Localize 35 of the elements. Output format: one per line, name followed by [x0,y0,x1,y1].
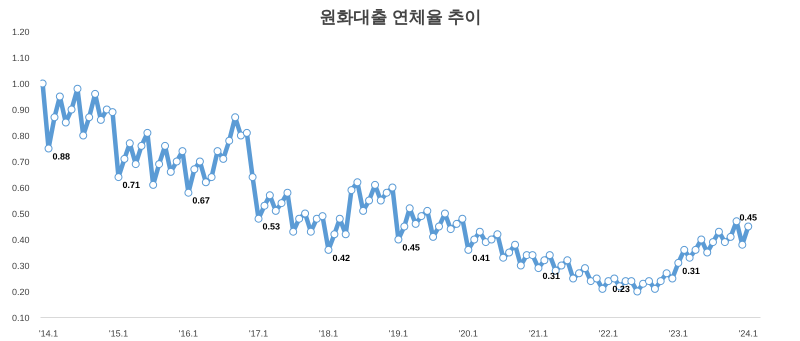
x-tick-label: '21.1 [528,328,548,338]
x-tick-label: '17.1 [248,328,268,338]
x-tick-label: '22.1 [598,328,618,338]
x-tick-label: '15.1 [108,328,128,338]
chart-title: 원화대출 연체율 추이 [319,8,482,26]
y-tick-label: 0.40 [12,235,30,245]
x-tick-label: '16.1 [178,328,198,338]
y-tick-label: 0.50 [12,209,30,219]
x-tick-label: '23.1 [668,328,688,338]
annotation: 0.41 [472,252,490,263]
y-tick-label: 0.10 [12,313,30,323]
y-tick-label: 0.70 [12,157,30,167]
y-tick-label: 0.20 [12,287,30,297]
annotation: 0.45 [402,242,420,252]
annotation: 0.31 [542,271,560,282]
x-tick-label: '14.1 [38,328,58,338]
annotation: 0.67 [192,196,210,206]
annotation: 0.71 [122,180,140,190]
y-tick-label: 1.20 [12,27,30,37]
x-tick-label: '18.1 [318,328,338,338]
x-tick-label: '20.1 [458,328,478,338]
y-tick-label: 0.30 [12,261,30,271]
y-tick-label: 0.90 [12,105,30,115]
x-tick-label: '24.1 [738,328,758,338]
y-tick-label: 0.80 [12,131,30,141]
annotation: 0.45 [739,212,758,222]
y-tick-label: 1.10 [12,53,30,63]
annotation: 0.42 [332,252,350,263]
annotation: 0.53 [262,222,280,232]
x-tick-label: '19.1 [388,328,408,338]
annotation: 0.31 [682,266,700,276]
annotation: 0.88 [52,152,70,162]
y-tick-label: 0.60 [12,183,30,193]
annotation: 0.23 [612,284,630,294]
y-tick-label: 1.00 [12,79,30,89]
